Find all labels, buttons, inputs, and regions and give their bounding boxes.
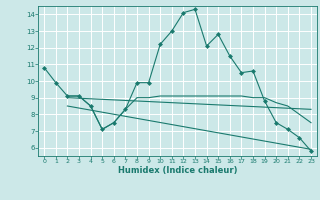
X-axis label: Humidex (Indice chaleur): Humidex (Indice chaleur) — [118, 166, 237, 175]
